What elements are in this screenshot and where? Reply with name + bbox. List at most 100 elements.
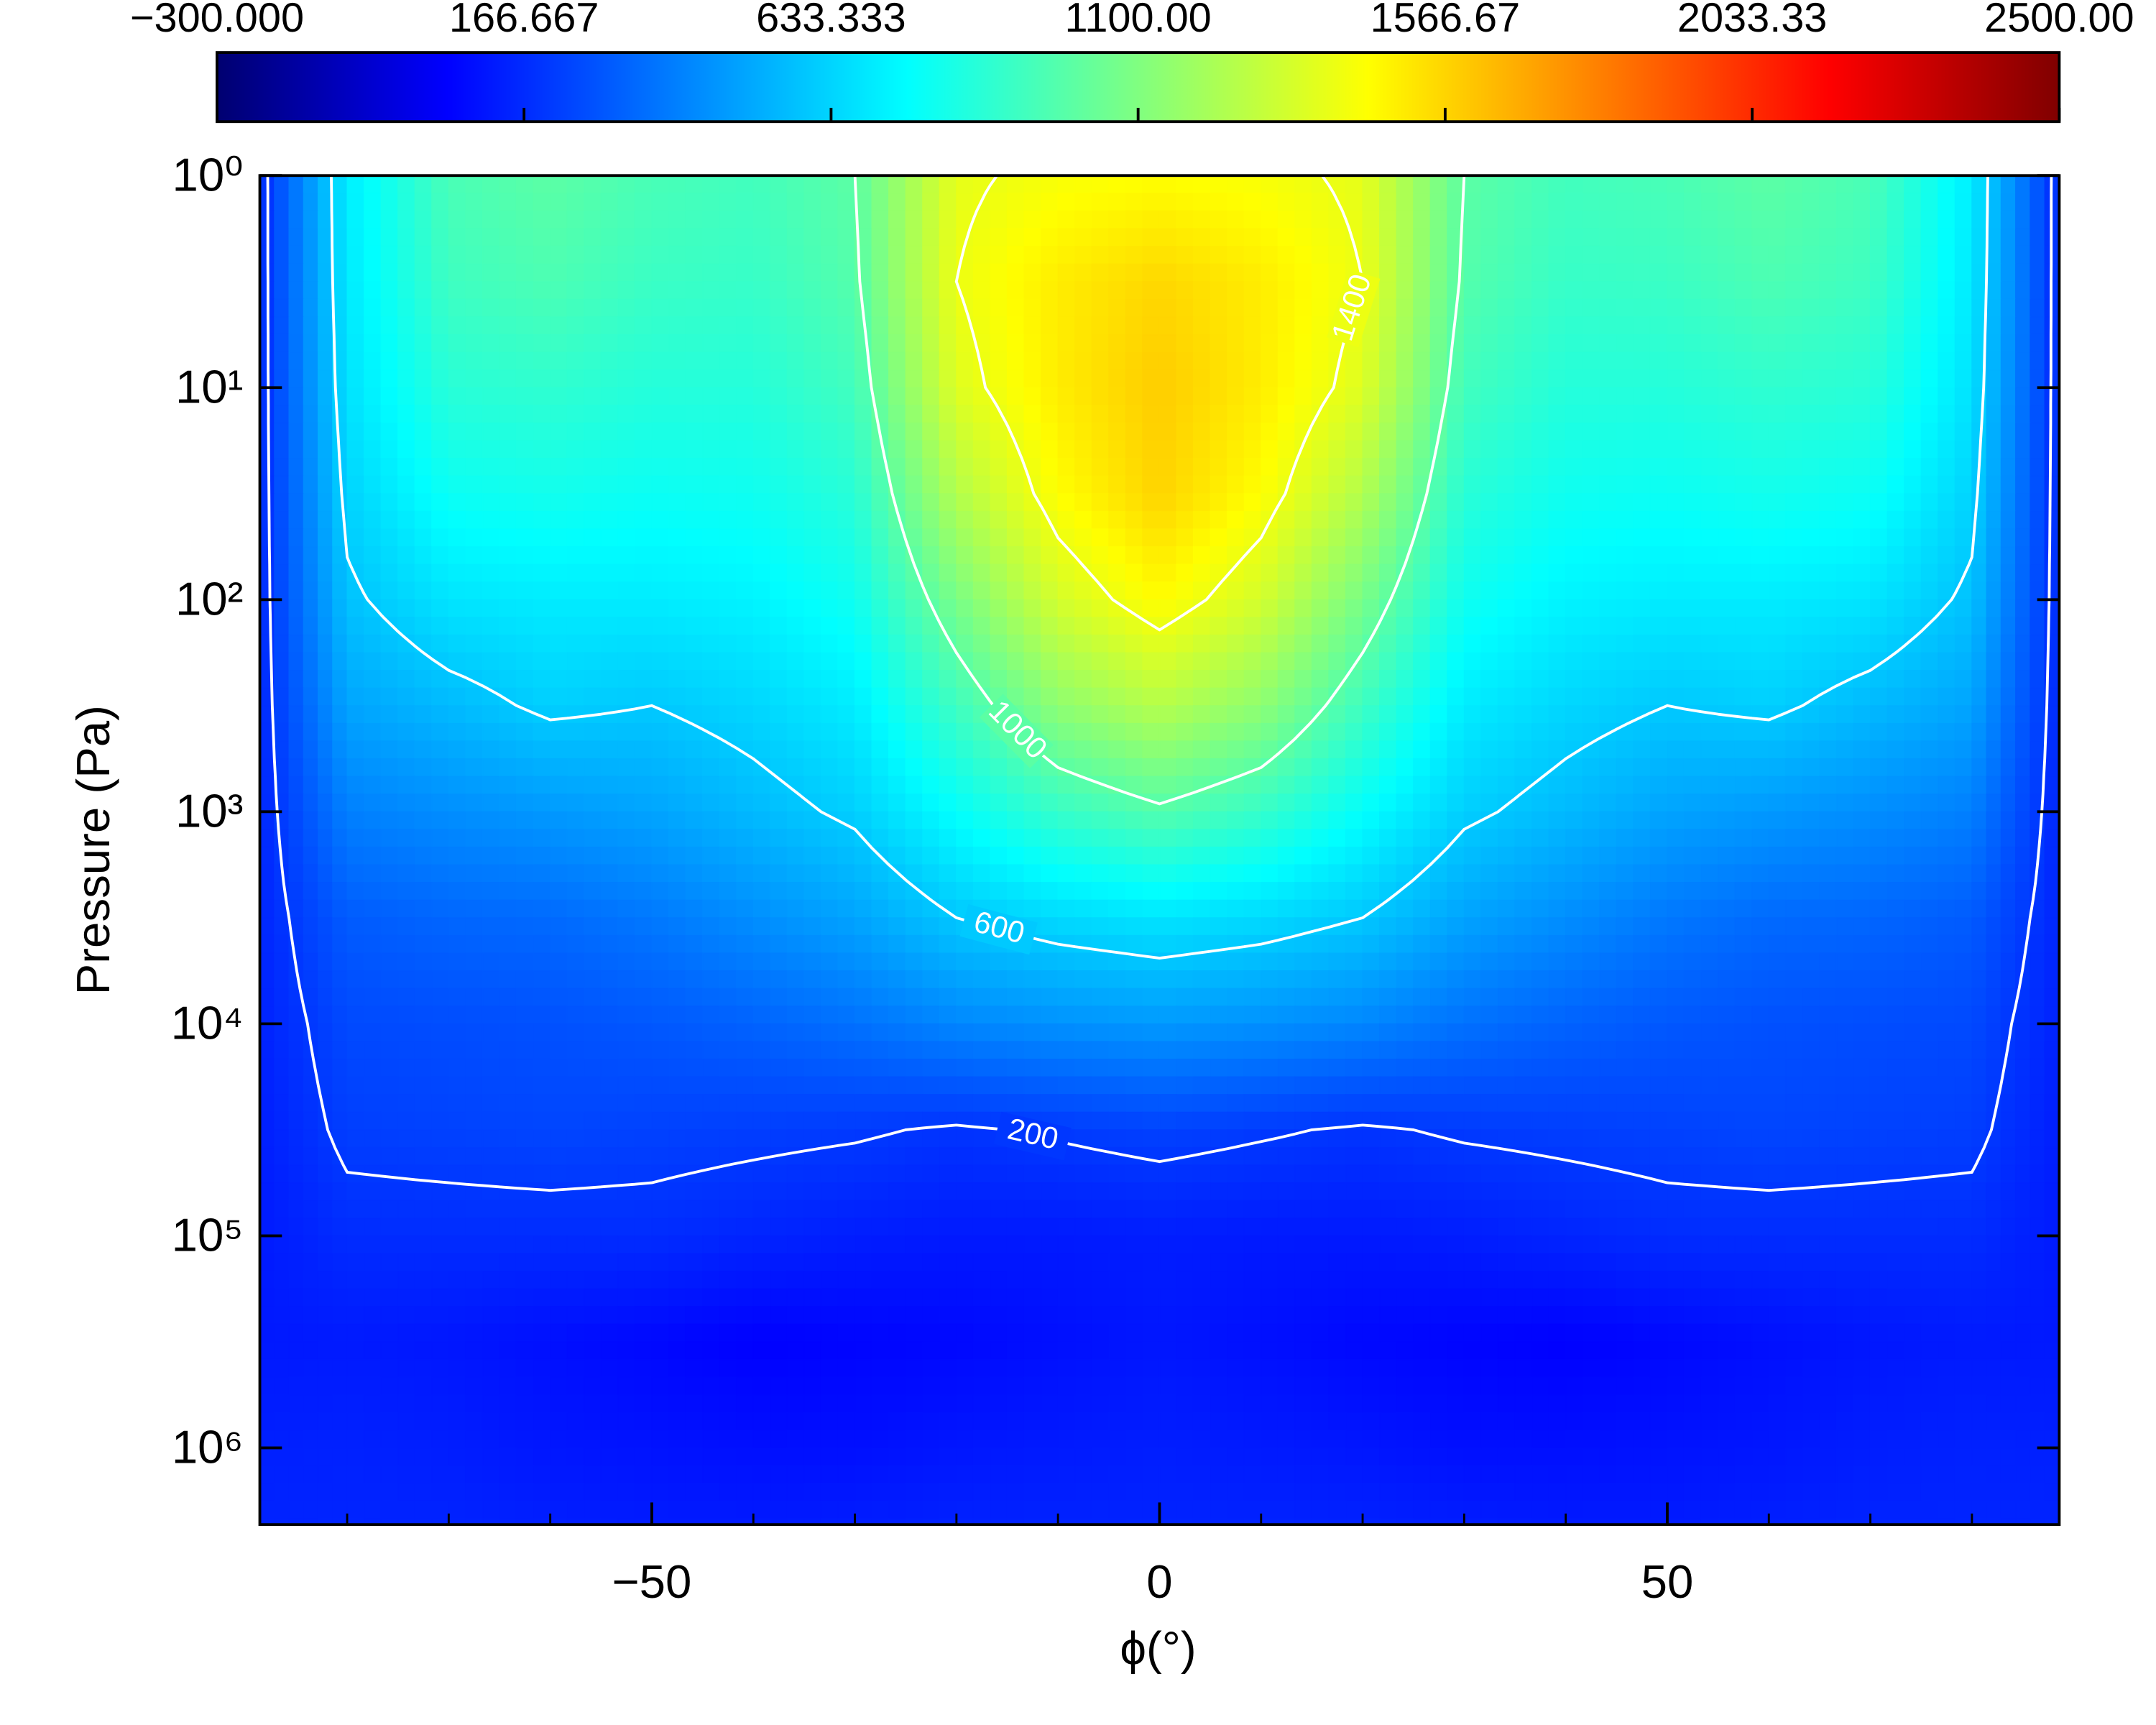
- field-cell: [1261, 546, 1279, 565]
- field-cell: [1125, 811, 1143, 830]
- field-cell: [1971, 687, 1987, 707]
- field-cell: [1243, 776, 1262, 795]
- field-cell: [1463, 334, 1482, 353]
- field-cell: [1091, 794, 1110, 812]
- field-cell: [939, 670, 957, 689]
- field-cell: [702, 228, 720, 247]
- field-cell: [1497, 475, 1516, 494]
- field-cell: [288, 263, 304, 282]
- field-cell: [752, 599, 771, 618]
- field-cell: [482, 458, 500, 477]
- field-cell: [397, 687, 415, 707]
- field-cell: [1667, 298, 1685, 318]
- field-cell: [1497, 263, 1516, 282]
- field-cell: [1920, 811, 1939, 830]
- field-cell: [1396, 652, 1414, 671]
- field-cell: [922, 475, 940, 494]
- field-cell: [1633, 475, 1651, 494]
- field-cell: [736, 510, 754, 530]
- field-cell: [397, 369, 415, 388]
- field-cell: [1091, 210, 1110, 229]
- field-cell: [274, 475, 290, 494]
- field-cell: [288, 1006, 304, 1024]
- field-cell: [719, 687, 737, 707]
- field-cell: [1277, 617, 1296, 636]
- field-cell: [651, 581, 670, 600]
- field-cell: [905, 794, 923, 812]
- field-cell: [1311, 281, 1330, 300]
- field-cell: [1057, 1006, 1076, 1024]
- field-cell: [1819, 546, 1838, 565]
- field-cell: [2015, 687, 2031, 707]
- field-cell: [719, 510, 737, 530]
- field-cell: [1463, 281, 1482, 300]
- field-cell: [736, 298, 754, 318]
- field-cell: [1006, 617, 1025, 636]
- field-cell: [905, 405, 923, 424]
- field-cell: [1886, 617, 1905, 636]
- field-cell: [1192, 298, 1211, 318]
- field-cell: [2030, 758, 2045, 777]
- field-cell: [584, 263, 602, 282]
- field-cell: [1108, 829, 1126, 848]
- field-cell: [905, 581, 923, 600]
- field-cell: [600, 882, 619, 901]
- field-cell: [431, 829, 449, 848]
- field-cell: [1243, 722, 1262, 742]
- field-cell: [871, 882, 890, 901]
- field-cell: [1700, 687, 1719, 707]
- field-cell: [888, 988, 906, 1007]
- field-cell: [2000, 228, 2017, 247]
- field-cell: [1057, 475, 1076, 494]
- field-cell: [1210, 475, 1228, 494]
- field-cell: [274, 581, 290, 600]
- field-cell: [990, 564, 1008, 583]
- field-cell: [1954, 899, 1973, 919]
- field-cell: [397, 546, 415, 565]
- field-cell: [1886, 528, 1905, 548]
- field-cell: [786, 263, 805, 282]
- field-cell: [1176, 934, 1194, 954]
- field-cell: [702, 281, 720, 300]
- field-cell: [939, 334, 957, 353]
- field-cell: [550, 917, 568, 937]
- field-cell: [431, 740, 449, 760]
- field-cell: [1616, 528, 1634, 548]
- field-cell: [533, 634, 551, 653]
- field-cell: [786, 829, 805, 848]
- field-cell: [1125, 263, 1143, 282]
- field-cell: [1920, 263, 1939, 282]
- field-cell: [465, 581, 484, 600]
- field-cell: [803, 705, 822, 724]
- field-cell: [1920, 510, 1939, 530]
- field-cell: [465, 652, 484, 671]
- field-cell: [566, 617, 585, 636]
- field-cell: [346, 899, 365, 919]
- field-cell: [550, 846, 568, 865]
- field-cell: [1548, 510, 1567, 530]
- field-cell: [1514, 952, 1533, 972]
- field-cell: [1210, 351, 1228, 371]
- field-cell: [1176, 617, 1194, 636]
- field-cell: [414, 440, 433, 459]
- field-cell: [364, 263, 382, 282]
- field-cell: [1565, 670, 1583, 689]
- field-cell: [1158, 440, 1177, 459]
- field-cell: [752, 369, 771, 388]
- field-cell: [1006, 245, 1025, 264]
- field-cell: [2044, 829, 2060, 848]
- field-cell: [346, 811, 365, 830]
- field-cell: [1700, 245, 1719, 264]
- field-cell: [2000, 740, 2017, 760]
- field-cell: [972, 440, 991, 459]
- field-cell: [2030, 493, 2045, 512]
- field-cell: [1920, 776, 1939, 795]
- field-cell: [1379, 546, 1397, 565]
- field-cell: [1023, 652, 1042, 671]
- field-cell: [820, 794, 839, 812]
- field-cell: [1277, 298, 1296, 318]
- field-cell: [1142, 722, 1161, 742]
- field-cell: [1091, 864, 1110, 883]
- field-cell: [317, 705, 333, 724]
- field-cell: [786, 210, 805, 229]
